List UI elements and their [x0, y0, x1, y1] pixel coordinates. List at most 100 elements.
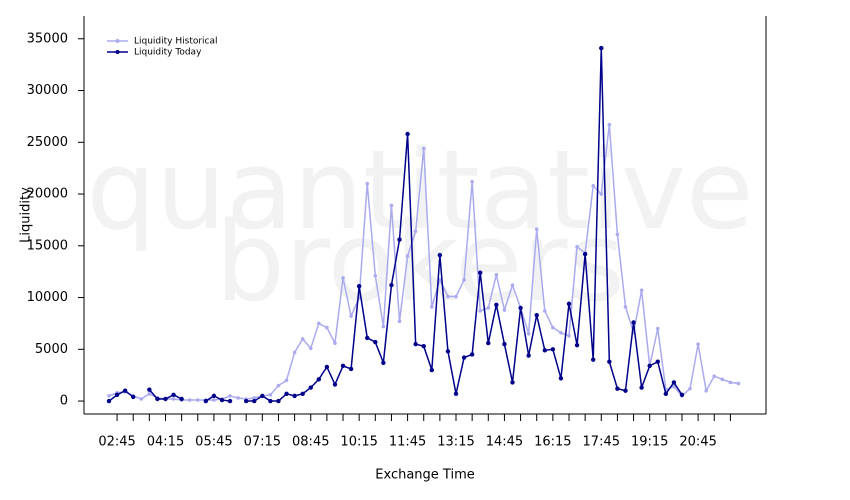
data-point — [268, 393, 273, 397]
data-point — [639, 288, 644, 293]
data-point — [397, 237, 402, 242]
y-axis-label: Liquidity — [19, 187, 34, 243]
data-point — [341, 276, 345, 280]
y-tick-label: 20000 — [27, 187, 68, 202]
data-point — [107, 394, 111, 398]
data-point — [582, 251, 588, 257]
data-point — [551, 325, 555, 330]
data-point — [365, 181, 370, 186]
data-point — [373, 274, 378, 278]
data-point — [413, 341, 418, 347]
data-point — [478, 309, 483, 313]
data-point — [615, 386, 620, 391]
data-point — [639, 385, 644, 390]
data-point — [131, 394, 136, 400]
data-point — [227, 398, 233, 404]
data-point — [268, 398, 273, 404]
data-point — [324, 364, 330, 370]
data-point — [300, 337, 305, 341]
data-point — [348, 366, 354, 372]
data-point — [679, 392, 685, 398]
watermark: brokers — [215, 198, 625, 326]
data-point — [317, 321, 321, 326]
x-tick-label: 11:45 — [389, 435, 426, 450]
data-point — [462, 278, 466, 282]
data-point — [413, 229, 418, 234]
data-point — [438, 278, 442, 282]
legend-marker — [115, 39, 120, 43]
data-point — [316, 377, 322, 382]
y-tick-label: 10000 — [27, 290, 68, 305]
data-point — [114, 392, 120, 398]
legend-marker — [115, 50, 120, 54]
data-point — [139, 397, 144, 401]
data-point — [712, 374, 717, 379]
legend-label: Liquidity Today — [134, 48, 202, 58]
data-point — [228, 394, 232, 398]
data-point — [736, 381, 741, 386]
data-point — [486, 340, 491, 346]
x-tick-label: 05:45 — [195, 435, 232, 450]
data-point — [212, 398, 216, 402]
y-tick-label: 5000 — [35, 342, 68, 357]
y-tick-label: 15000 — [27, 238, 68, 253]
data-point — [260, 393, 265, 399]
data-point — [542, 348, 547, 353]
data-point — [332, 382, 338, 387]
data-point — [526, 331, 531, 336]
data-point — [300, 391, 305, 397]
data-point — [389, 203, 394, 208]
data-point — [696, 342, 700, 346]
data-point — [243, 398, 249, 404]
data-point — [106, 398, 112, 404]
data-point — [672, 384, 676, 389]
data-point — [469, 352, 475, 357]
data-point — [252, 398, 257, 404]
data-point — [163, 396, 168, 402]
data-point — [607, 359, 612, 364]
data-point — [381, 324, 386, 329]
data-point — [147, 392, 152, 396]
data-point — [663, 391, 669, 397]
data-point — [526, 353, 531, 358]
x-tick-label: 08:45 — [292, 435, 329, 450]
data-point — [453, 391, 459, 397]
data-point — [470, 179, 474, 184]
data-point — [284, 378, 289, 383]
data-point — [292, 393, 297, 399]
data-point — [599, 45, 604, 51]
data-point — [478, 270, 483, 275]
data-point — [333, 341, 337, 345]
data-point — [502, 341, 507, 347]
y-tick-label: 35000 — [27, 31, 68, 46]
data-point — [365, 335, 370, 341]
data-point — [599, 192, 604, 196]
data-point — [446, 294, 450, 299]
data-point — [510, 283, 515, 287]
data-point — [591, 357, 596, 362]
data-point — [211, 393, 217, 399]
data-point — [494, 302, 499, 307]
data-point — [179, 396, 184, 402]
data-point — [421, 344, 426, 349]
data-point — [534, 227, 539, 232]
data-point — [122, 388, 128, 393]
data-point — [405, 131, 410, 137]
data-point — [550, 347, 556, 352]
data-point — [421, 146, 426, 151]
x-axis-label: Exchange Time — [375, 468, 474, 483]
y-tick-label: 30000 — [27, 83, 68, 98]
data-point — [647, 363, 652, 369]
data-point — [671, 380, 677, 385]
data-point — [454, 294, 458, 299]
data-point — [203, 398, 209, 404]
data-point — [704, 388, 708, 393]
data-point — [325, 325, 329, 330]
data-point — [655, 359, 660, 364]
data-point — [559, 330, 563, 335]
x-tick-label: 02:45 — [98, 435, 135, 450]
data-point — [445, 349, 451, 354]
data-point — [340, 363, 346, 369]
